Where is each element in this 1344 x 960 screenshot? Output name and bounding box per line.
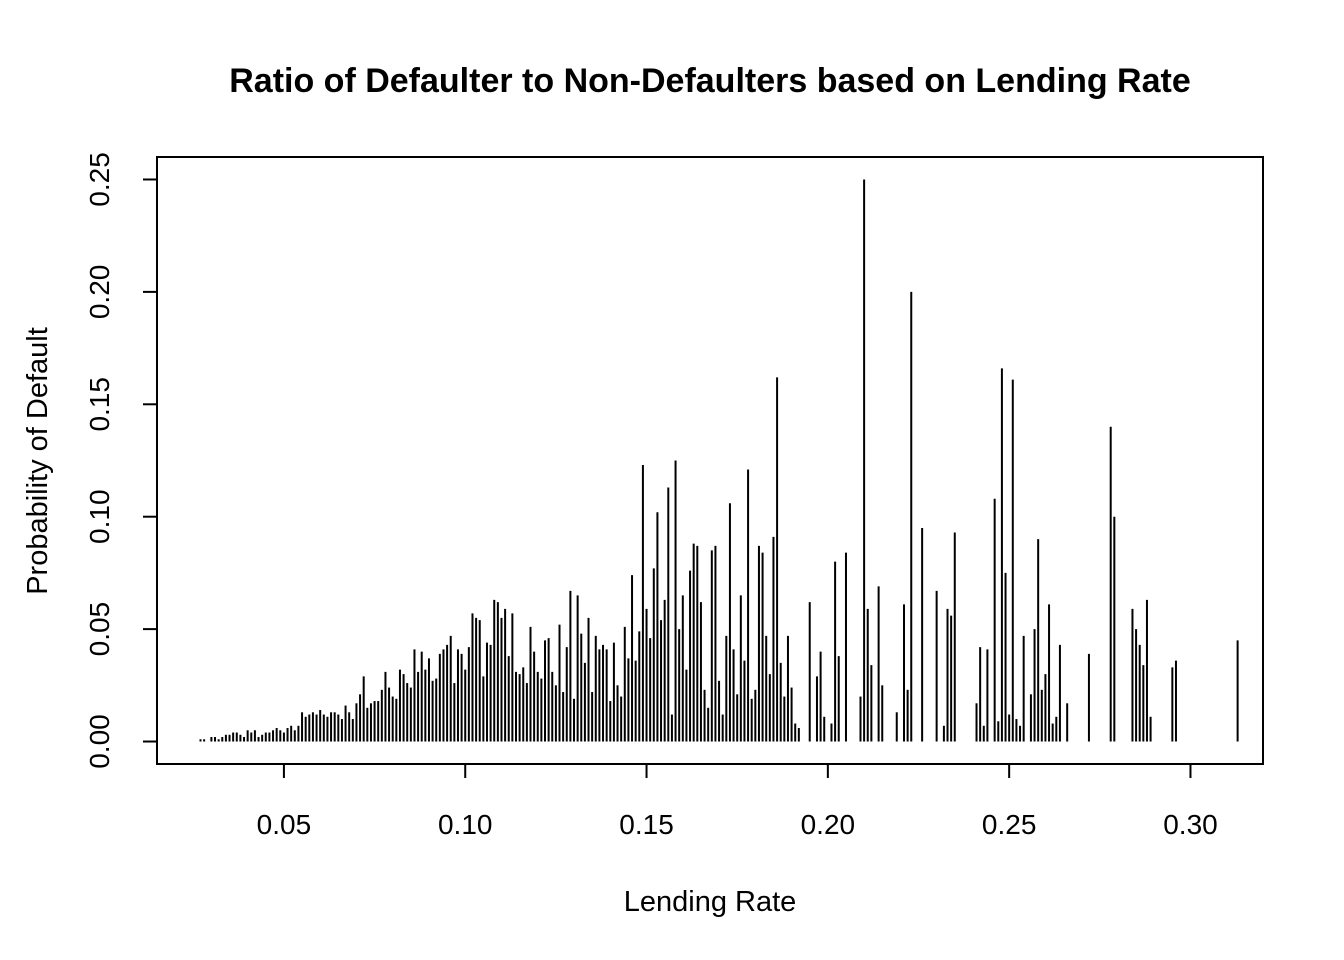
plot-frame [156, 156, 1264, 765]
x-axis: 0.05 0.10 0.15 0.20 0.25 0.30 [257, 763, 1218, 840]
x-tick-label: 0.25 [982, 809, 1037, 840]
chart-title: Ratio of Defaulter to Non-Defaulters bas… [229, 62, 1191, 100]
x-tick-label: 0.20 [801, 809, 856, 840]
y-tick-label: 0.00 [84, 714, 115, 769]
x-tick-label: 0.30 [1163, 809, 1218, 840]
x-axis-label: Lending Rate [624, 886, 797, 918]
x-tick-label: 0.10 [438, 809, 493, 840]
x-tick-label: 0.15 [619, 809, 674, 840]
x-tick-label: 0.05 [257, 809, 312, 840]
y-tick-label: 0.25 [84, 152, 115, 207]
y-tick-label: 0.15 [84, 377, 115, 432]
y-tick-label: 0.05 [84, 602, 115, 657]
y-tick-label: 0.20 [84, 265, 115, 320]
y-axis-label: Probability of Default [22, 327, 54, 595]
bars-group [199, 179, 1239, 742]
y-axis: 0.00 0.05 0.10 0.15 0.20 0.25 [84, 152, 158, 769]
y-tick-label: 0.10 [84, 489, 115, 544]
